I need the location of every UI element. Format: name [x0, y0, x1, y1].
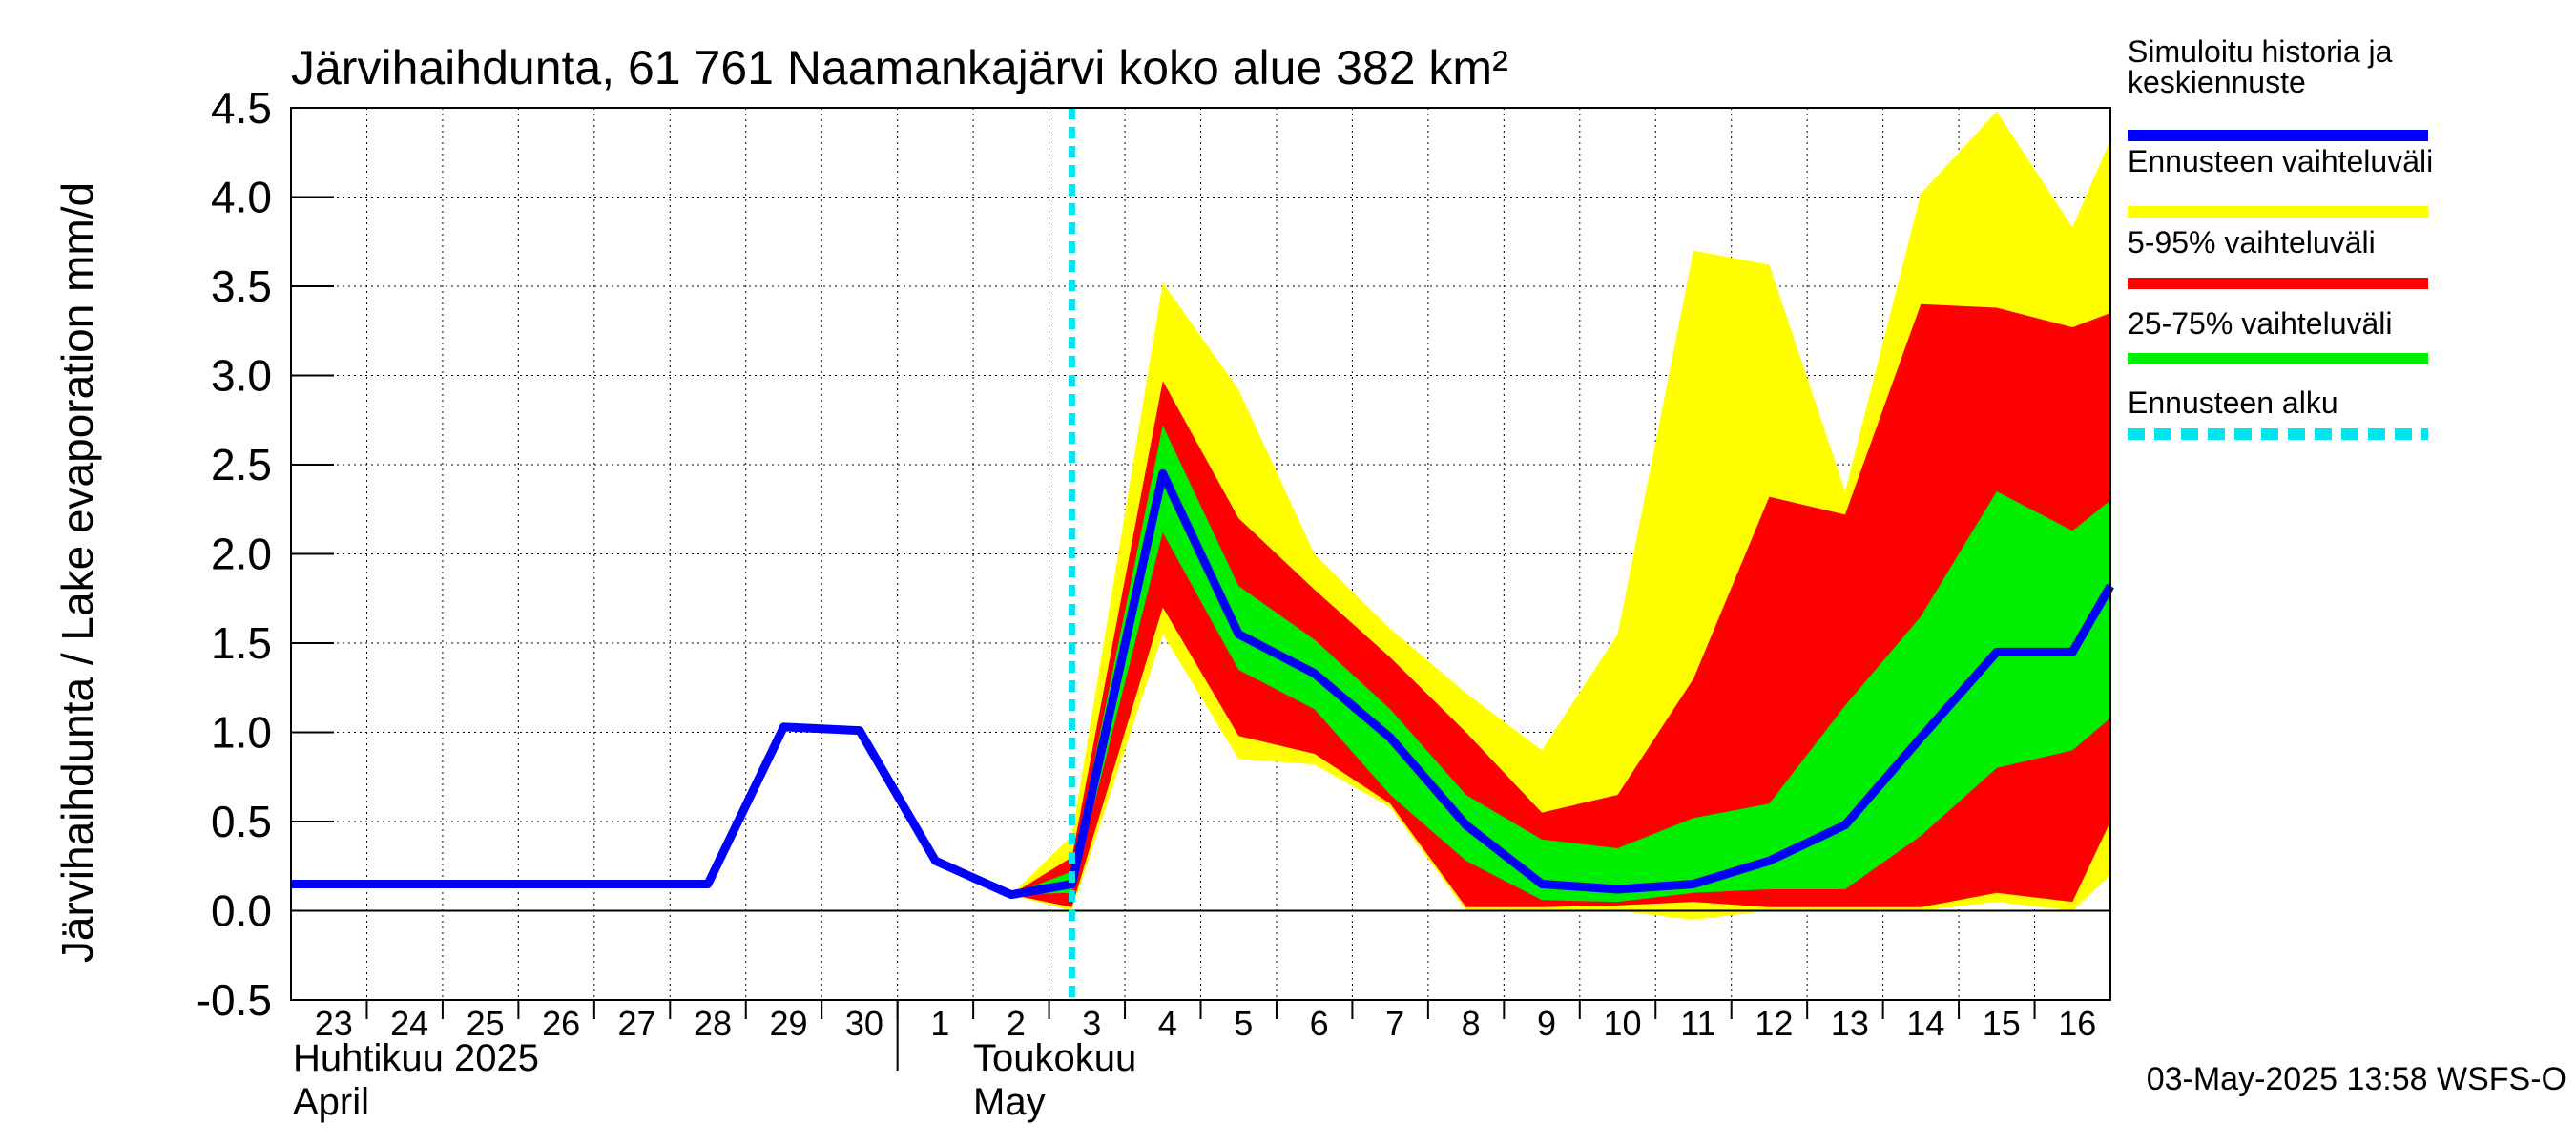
- x-tick-label: 10: [1603, 1004, 1641, 1043]
- y-tick-label: 0.5: [211, 797, 272, 846]
- legend-label: Ennusteen alku: [2128, 385, 2338, 420]
- x-tick-label: 15: [1983, 1004, 2021, 1043]
- x-tick-label: 25: [467, 1004, 505, 1043]
- x-tick-label: 5: [1234, 1004, 1253, 1043]
- y-tick-label: 4.0: [211, 173, 272, 222]
- y-tick-label: 1.5: [211, 618, 272, 668]
- x-tick-label: 8: [1462, 1004, 1481, 1043]
- x-tick-label: 26: [542, 1004, 580, 1043]
- y-tick-label: 3.5: [211, 261, 272, 311]
- x-axis-ticks: 23 24 25 26 27 28 29 30 1 2 3 4 5 6 7 8 9 10 11 12 13 14 15 16: [315, 1000, 2096, 1043]
- x-tick-label: 6: [1310, 1004, 1329, 1043]
- legend-label: Simuloitu historia ja: [2128, 34, 2393, 69]
- x-tick-label: 3: [1082, 1004, 1101, 1043]
- legend-label: keskiennuste: [2128, 65, 2306, 99]
- y-axis-label: Järvihaihdunta / Lake evaporation mm/d: [52, 182, 102, 963]
- month-label-april-fi: Huhtikuu 2025: [293, 1037, 539, 1079]
- legend-label: 25-75% vaihteluväli: [2128, 306, 2393, 341]
- y-tick-label: 3.0: [211, 351, 272, 401]
- x-tick-label: 7: [1385, 1004, 1404, 1043]
- y-tick-label: 0.0: [211, 886, 272, 936]
- month-label-may-en: May: [973, 1081, 1046, 1123]
- x-tick-label: 13: [1831, 1004, 1869, 1043]
- legend-label: 5-95% vaihteluväli: [2128, 225, 2376, 260]
- y-tick-label: -0.5: [197, 975, 272, 1025]
- y-tick-label: 4.5: [211, 83, 272, 133]
- x-tick-label: 9: [1537, 1004, 1556, 1043]
- x-tick-label: 11: [1680, 1004, 1715, 1043]
- chart-title: Järvihaihdunta, 61 761 Naamankajärvi kok…: [291, 41, 1508, 94]
- x-tick-label: 1: [930, 1004, 949, 1043]
- mean-line-group: [291, 468, 2114, 900]
- band-25-75: [1010, 425, 2110, 903]
- x-tick-label: 2: [1007, 1004, 1026, 1043]
- x-tick-label: 4: [1158, 1004, 1177, 1043]
- x-tick-label: 29: [769, 1004, 807, 1043]
- x-tick-label: 27: [618, 1004, 656, 1043]
- x-tick-label: 12: [1755, 1004, 1793, 1043]
- x-tick-label: 14: [1906, 1004, 1944, 1043]
- x-tick-label: 30: [845, 1004, 883, 1043]
- x-tick-label: 23: [315, 1004, 353, 1043]
- y-tick-label: 2.5: [211, 440, 272, 489]
- x-tick-label: 24: [390, 1004, 428, 1043]
- mean-series-line: [291, 468, 2114, 900]
- y-tick-label: 2.0: [211, 530, 272, 579]
- uncertainty-bands: [1010, 111, 2110, 920]
- x-tick-label: 28: [694, 1004, 732, 1043]
- month-label-may-fi: Toukokuu: [973, 1037, 1136, 1079]
- y-axis-ticks: -0.5 0.0 0.5 1.0 1.5 2.0 2.5 3.0 3.5 4.0 4.5: [197, 83, 334, 1025]
- x-tick-label: 16: [2058, 1004, 2096, 1043]
- month-label-april-en: April: [293, 1081, 369, 1123]
- y-tick-label: 1.0: [211, 708, 272, 758]
- footer-timestamp: 03-May-2025 13:58 WSFS-O: [2147, 1061, 2566, 1097]
- legend-label: Ennusteen vaihteluväli: [2128, 144, 2433, 178]
